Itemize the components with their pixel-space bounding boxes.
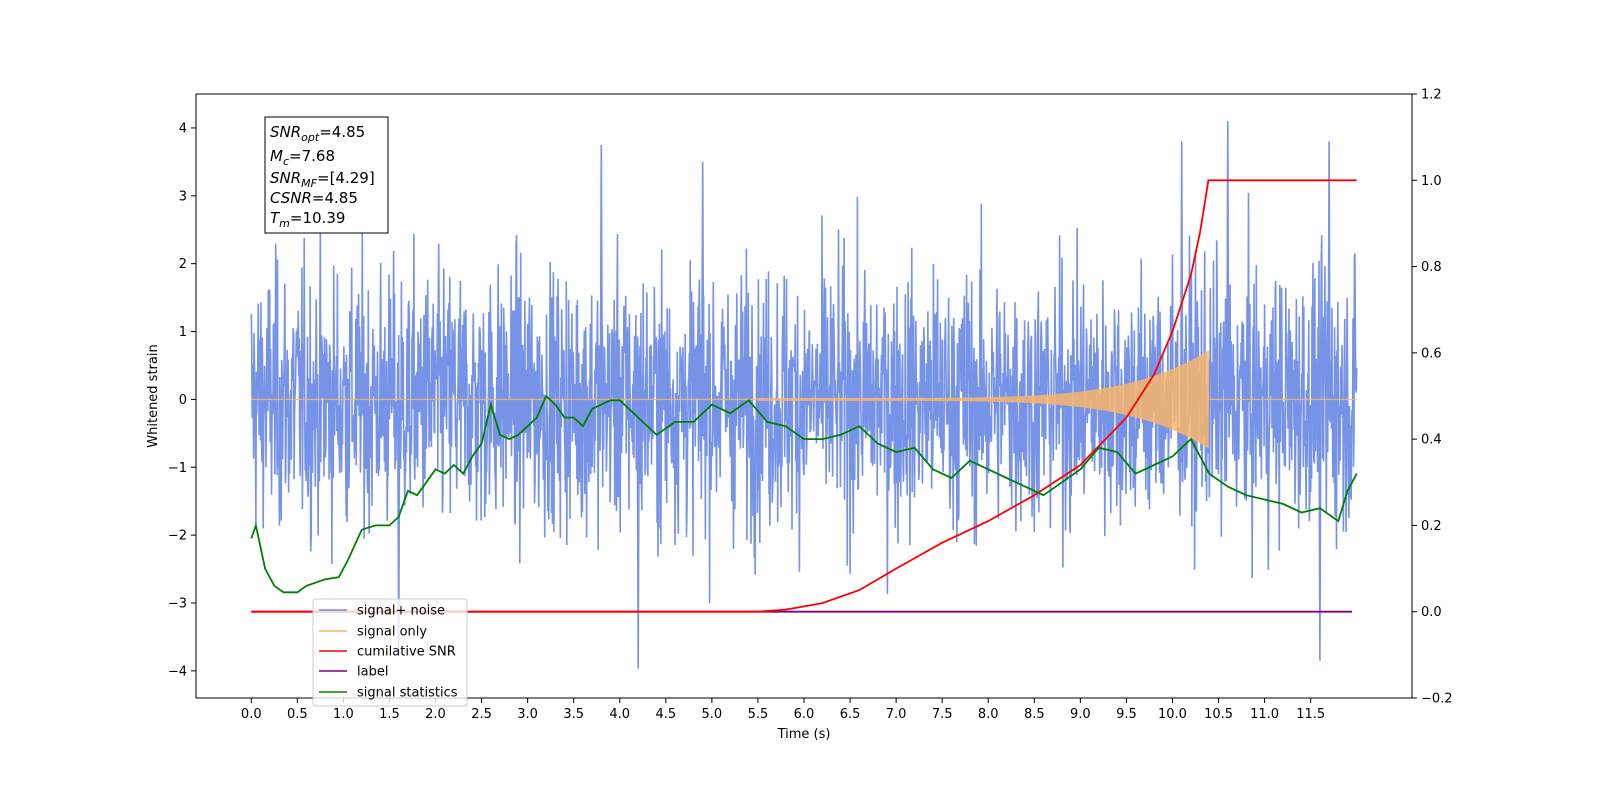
x-tick-label: 4.0: [609, 707, 630, 722]
y-tick-label: 1: [179, 325, 187, 340]
annotation-line: SNRMF=[4.29]: [270, 169, 375, 190]
annotation-line: SNRopt=4.85: [270, 123, 365, 144]
x-tick-label: 8.5: [1024, 707, 1045, 722]
x-tick-label: 11.0: [1250, 707, 1279, 722]
y-axis-label: Whitened strain: [146, 344, 161, 447]
annotation-line: Mc=7.68: [270, 147, 335, 168]
legend-label: signal only: [357, 625, 427, 640]
x-tick-label: 6.5: [840, 707, 861, 722]
y-tick-label: −4: [168, 664, 187, 679]
y-tick-label: 2: [179, 257, 187, 272]
x-tick-label: 2.0: [425, 707, 446, 722]
x-tick-label: 9.5: [1116, 707, 1137, 722]
x-tick-label: 5.5: [748, 707, 769, 722]
y-tick-label: −3: [168, 596, 187, 611]
y2-tick-label: 0.8: [1421, 260, 1442, 275]
x-tick-label: 8.0: [978, 707, 999, 722]
annotation-line: Tm=10.39: [270, 209, 345, 230]
legend-frame: [312, 598, 468, 707]
x-axis-label: Time (s): [777, 727, 831, 742]
y-tick-label: 4: [179, 121, 187, 136]
x-tick-label: 11.5: [1296, 707, 1325, 722]
x-tick-label: 4.5: [655, 707, 676, 722]
y2-tick-label: −0.2: [1421, 692, 1453, 707]
x-tick-label: 6.0: [794, 707, 815, 722]
y-tick-label: −2: [168, 529, 187, 544]
y-tick-label: −1: [168, 461, 187, 476]
x-tick-label: 7.5: [932, 707, 953, 722]
axes: 0.0 0.5 1.0 1.5 2.0 2.5 3.0 3.5 4.0 4.5 5.0 5.5 6.0 6…: [168, 88, 1453, 723]
legend-label: label: [357, 665, 388, 680]
y2-tick-label: 1.2: [1421, 88, 1442, 103]
x-tick-label: 1.0: [333, 707, 354, 722]
plot-area: [250, 121, 1358, 669]
y2-tick-label: 0.6: [1421, 346, 1442, 361]
x-tick-label: 9.0: [1070, 707, 1091, 722]
x-tick-label: 0.0: [241, 707, 262, 722]
x-tick-label: 5.0: [702, 707, 723, 722]
y2-tick-label: 0.4: [1421, 433, 1442, 448]
x-tick-label: 1.5: [379, 707, 400, 722]
legend-label: signal statistics: [357, 686, 458, 701]
annotation-frame: [264, 116, 389, 234]
legend-label: signal+ noise: [357, 604, 445, 619]
legend-label: cumilative SNR: [357, 645, 456, 660]
y2-tick-label: 0.2: [1421, 519, 1442, 534]
annotation-line: CSNR=4.85: [270, 189, 358, 207]
series-cumulative-snr: [251, 179, 1357, 613]
y-tick-label: 3: [179, 189, 187, 204]
legend: signal+ noise signal only cumilative SNR la…: [312, 598, 468, 707]
y2-tick-label: 1.0: [1421, 174, 1442, 189]
x-tick-label: 2.5: [471, 707, 492, 722]
x-tick-label: 3.0: [517, 707, 538, 722]
y-tick-label: 0: [179, 393, 187, 408]
series-signal-statistics: [250, 394, 1358, 594]
x-tick-label: 0.5: [287, 707, 308, 722]
x-tick-label: 10.5: [1204, 707, 1233, 722]
x-tick-label: 3.5: [563, 707, 584, 722]
y2-tick-label: 0.0: [1421, 605, 1442, 620]
x-tick-label: 7.0: [886, 707, 907, 722]
x-tick-label: 10.0: [1158, 707, 1187, 722]
